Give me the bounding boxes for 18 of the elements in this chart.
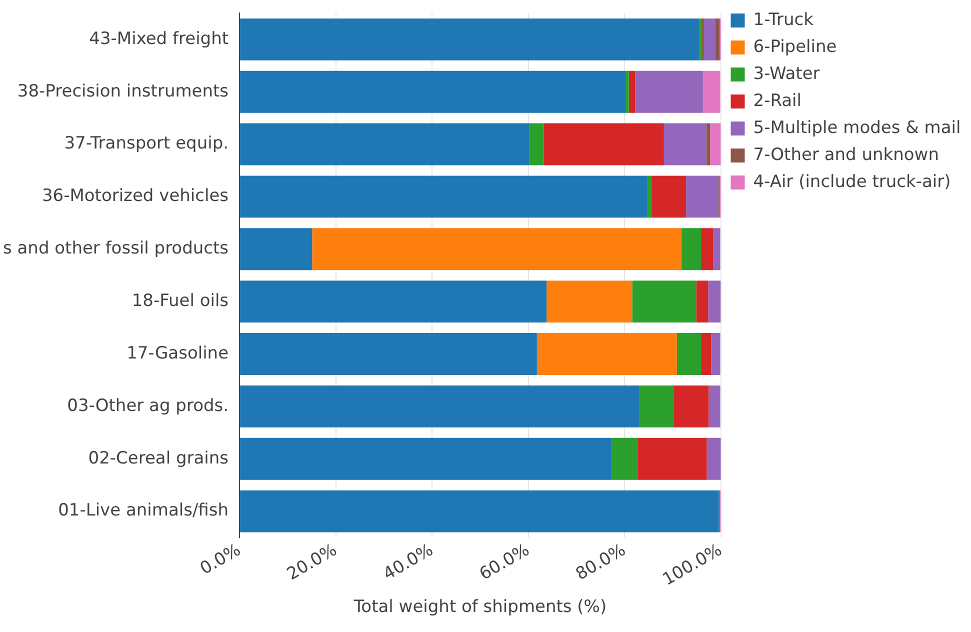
y-tick-label: 02-Cereal grains bbox=[88, 448, 229, 468]
y-tick-label: 18-Fuel oils bbox=[132, 291, 229, 311]
legend-label: 6-Pipeline bbox=[753, 36, 837, 57]
y-tick-label: 03-Other ag prods. bbox=[67, 396, 229, 416]
y-tick-label: 36-Motorized vehicles bbox=[42, 186, 229, 206]
y-tick-label: s and other fossil products bbox=[2, 238, 229, 259]
legend-label: 5-Multiple modes & mail bbox=[753, 118, 961, 138]
legend-label: 4-Air (include truck-air) bbox=[753, 172, 951, 192]
y-tick-label: 37-Transport equip. bbox=[64, 134, 229, 154]
legend-label: 7-Other and unknown bbox=[753, 144, 939, 165]
x-axis-title: Total weight of shipments (%) bbox=[352, 597, 607, 618]
y-tick-label: 01-Live animals/fish bbox=[58, 500, 229, 521]
y-tick-label: 17-Gasoline bbox=[126, 343, 229, 364]
legend-label: 3-Water bbox=[753, 64, 820, 84]
y-tick-label: 43-Mixed freight bbox=[89, 28, 229, 49]
legend-label: 1-Truck bbox=[753, 10, 814, 30]
legend-label: 2-Rail bbox=[753, 90, 802, 111]
y-tick-label: 38-Precision instruments bbox=[17, 81, 229, 102]
